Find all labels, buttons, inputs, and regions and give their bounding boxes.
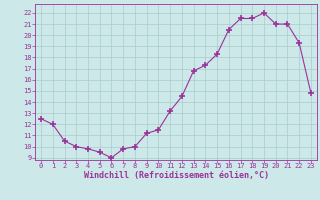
X-axis label: Windchill (Refroidissement éolien,°C): Windchill (Refroidissement éolien,°C) [84,171,268,180]
